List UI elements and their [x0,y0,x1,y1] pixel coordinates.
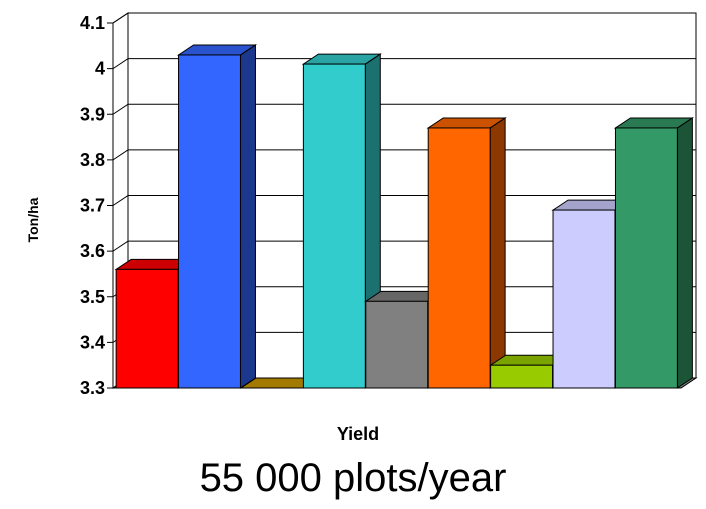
bar-front [491,365,553,388]
bar-side [490,118,505,388]
y-tick-label: 3.9 [80,104,105,124]
bar-front [553,210,615,388]
bar-side [677,118,692,388]
bar [428,118,505,388]
y-axis-label: Ton/ha [25,197,41,242]
y-tick-label: 4 [95,59,105,79]
y-axis-ticks: 3.3 3.4 3.5 3.6 3.7 3.8 3.9 4 4.1 [80,13,113,398]
bar [179,45,256,388]
y-tick-label: 3.4 [80,332,105,352]
bar-front [615,128,677,388]
y-tick-label: 3.6 [80,241,105,261]
bar-side [240,45,255,388]
bar-chart: 3.3 3.4 3.5 3.6 3.7 3.8 3.9 4 4.1 Ton/ha Yield [0,0,706,460]
y-tick-label: 3.7 [80,196,105,216]
bar-front [303,64,365,388]
caption: 55 000 plots/year [0,456,706,501]
y-tick-label: 3.3 [80,378,105,398]
y-tick-label: 4.1 [80,13,105,33]
bar-front [116,269,178,388]
bar-front [366,301,428,388]
bar-front [179,55,241,388]
y-tick-label: 3.5 [80,287,105,307]
bar-front [428,128,490,388]
bar [615,118,692,388]
y-tick-label: 3.8 [80,150,105,170]
x-axis-label: Yield [337,424,379,444]
